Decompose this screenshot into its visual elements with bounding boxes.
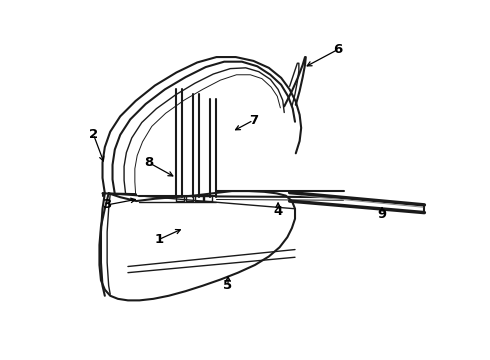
Text: 2: 2 [89,127,98,140]
Text: 1: 1 [154,233,163,246]
Text: 9: 9 [377,208,387,221]
Text: 6: 6 [334,43,343,56]
Text: 7: 7 [249,114,258,127]
Text: 4: 4 [273,204,283,217]
Text: 5: 5 [223,279,233,292]
Text: 8: 8 [144,156,153,169]
Text: 3: 3 [102,198,112,211]
